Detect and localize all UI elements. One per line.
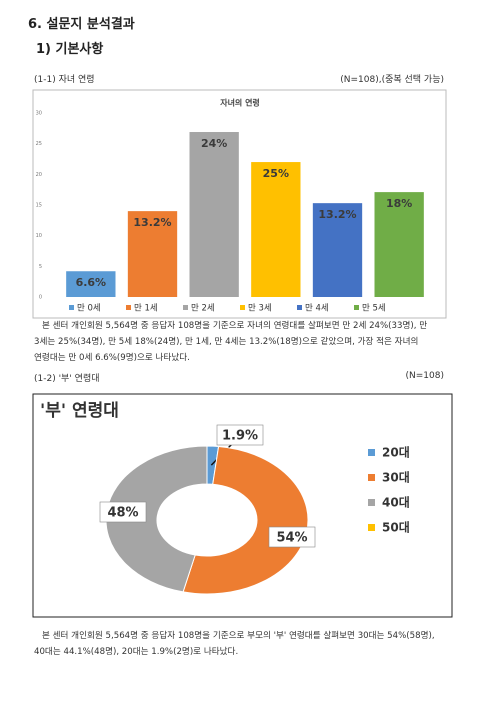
bar [189,132,239,297]
legend-label: 만 4세 [305,304,329,314]
bar [251,162,301,297]
legend-swatch [368,524,375,531]
legend-swatch [69,305,74,310]
label-box [99,501,147,523]
caption-note: (N=108),(중복 선택 가능) [340,75,444,85]
legend-swatch [368,474,375,481]
bar [312,203,363,297]
legend-swatch [183,305,188,310]
heading: 6. 설문지 분석결과 [28,17,135,32]
bar-label: 18% [386,197,412,210]
legend-swatch [368,499,375,506]
legend-label: 30대 [382,471,410,485]
y-tick-label: 25 [36,141,42,147]
label-box [268,526,316,548]
pie-slice [105,445,208,593]
slice-label: 48% [107,506,138,521]
legend-label: 만 5세 [362,304,386,314]
legend-label: 20대 [382,446,410,460]
legend-label: 만 0세 [77,304,101,314]
bar [66,271,116,297]
bar-label: 6.6% [76,276,107,289]
caption-note: (N=108) [405,371,444,381]
chart-title: 자녀의 연령 [220,98,260,108]
legend-label: 만 2세 [191,304,215,314]
bar-label: 25% [263,167,289,180]
slice-label: 54% [276,531,307,546]
legend-swatch [126,305,131,310]
chart-title: '부' 연령대 [40,400,119,421]
bar [127,211,178,297]
y-tick-label: 15 [36,203,42,209]
y-tick-label: 0 [39,295,42,301]
legend-swatch [368,449,375,456]
y-tick-label: 5 [39,264,42,270]
caption: (1-1) 자녀 연령 [34,75,95,85]
legend-label: 40대 [382,496,410,510]
subheading: 1) 기본사항 [36,42,104,57]
bar-label: 24% [201,137,227,150]
bar-label: 13.2% [133,216,171,229]
legend-swatch [297,305,302,310]
legend-swatch [240,305,245,310]
caption: (1-2) '부' 연령대 [34,374,100,384]
pie-slice [182,445,309,595]
paragraph: 본 센터 개인회원 5,564명 중 응답자 108명을 기준으로 자녀의 연령… [34,321,428,363]
paragraph: 본 센터 개인회원 5,564명 중 응답자 108명을 기준으로 부모의 '부… [34,631,435,657]
legend-label: 50대 [382,521,410,535]
bar [374,192,424,297]
y-tick-label: 20 [36,172,42,178]
legend-swatch [354,305,359,310]
bar-label: 13.2% [318,208,356,221]
legend-label: 만 1세 [134,304,158,314]
label-box [216,424,264,446]
y-tick-label: 10 [36,233,42,239]
legend-label: 만 3세 [248,304,272,314]
y-tick-label: 30 [36,111,42,117]
slice-label: 1.9% [222,429,258,444]
